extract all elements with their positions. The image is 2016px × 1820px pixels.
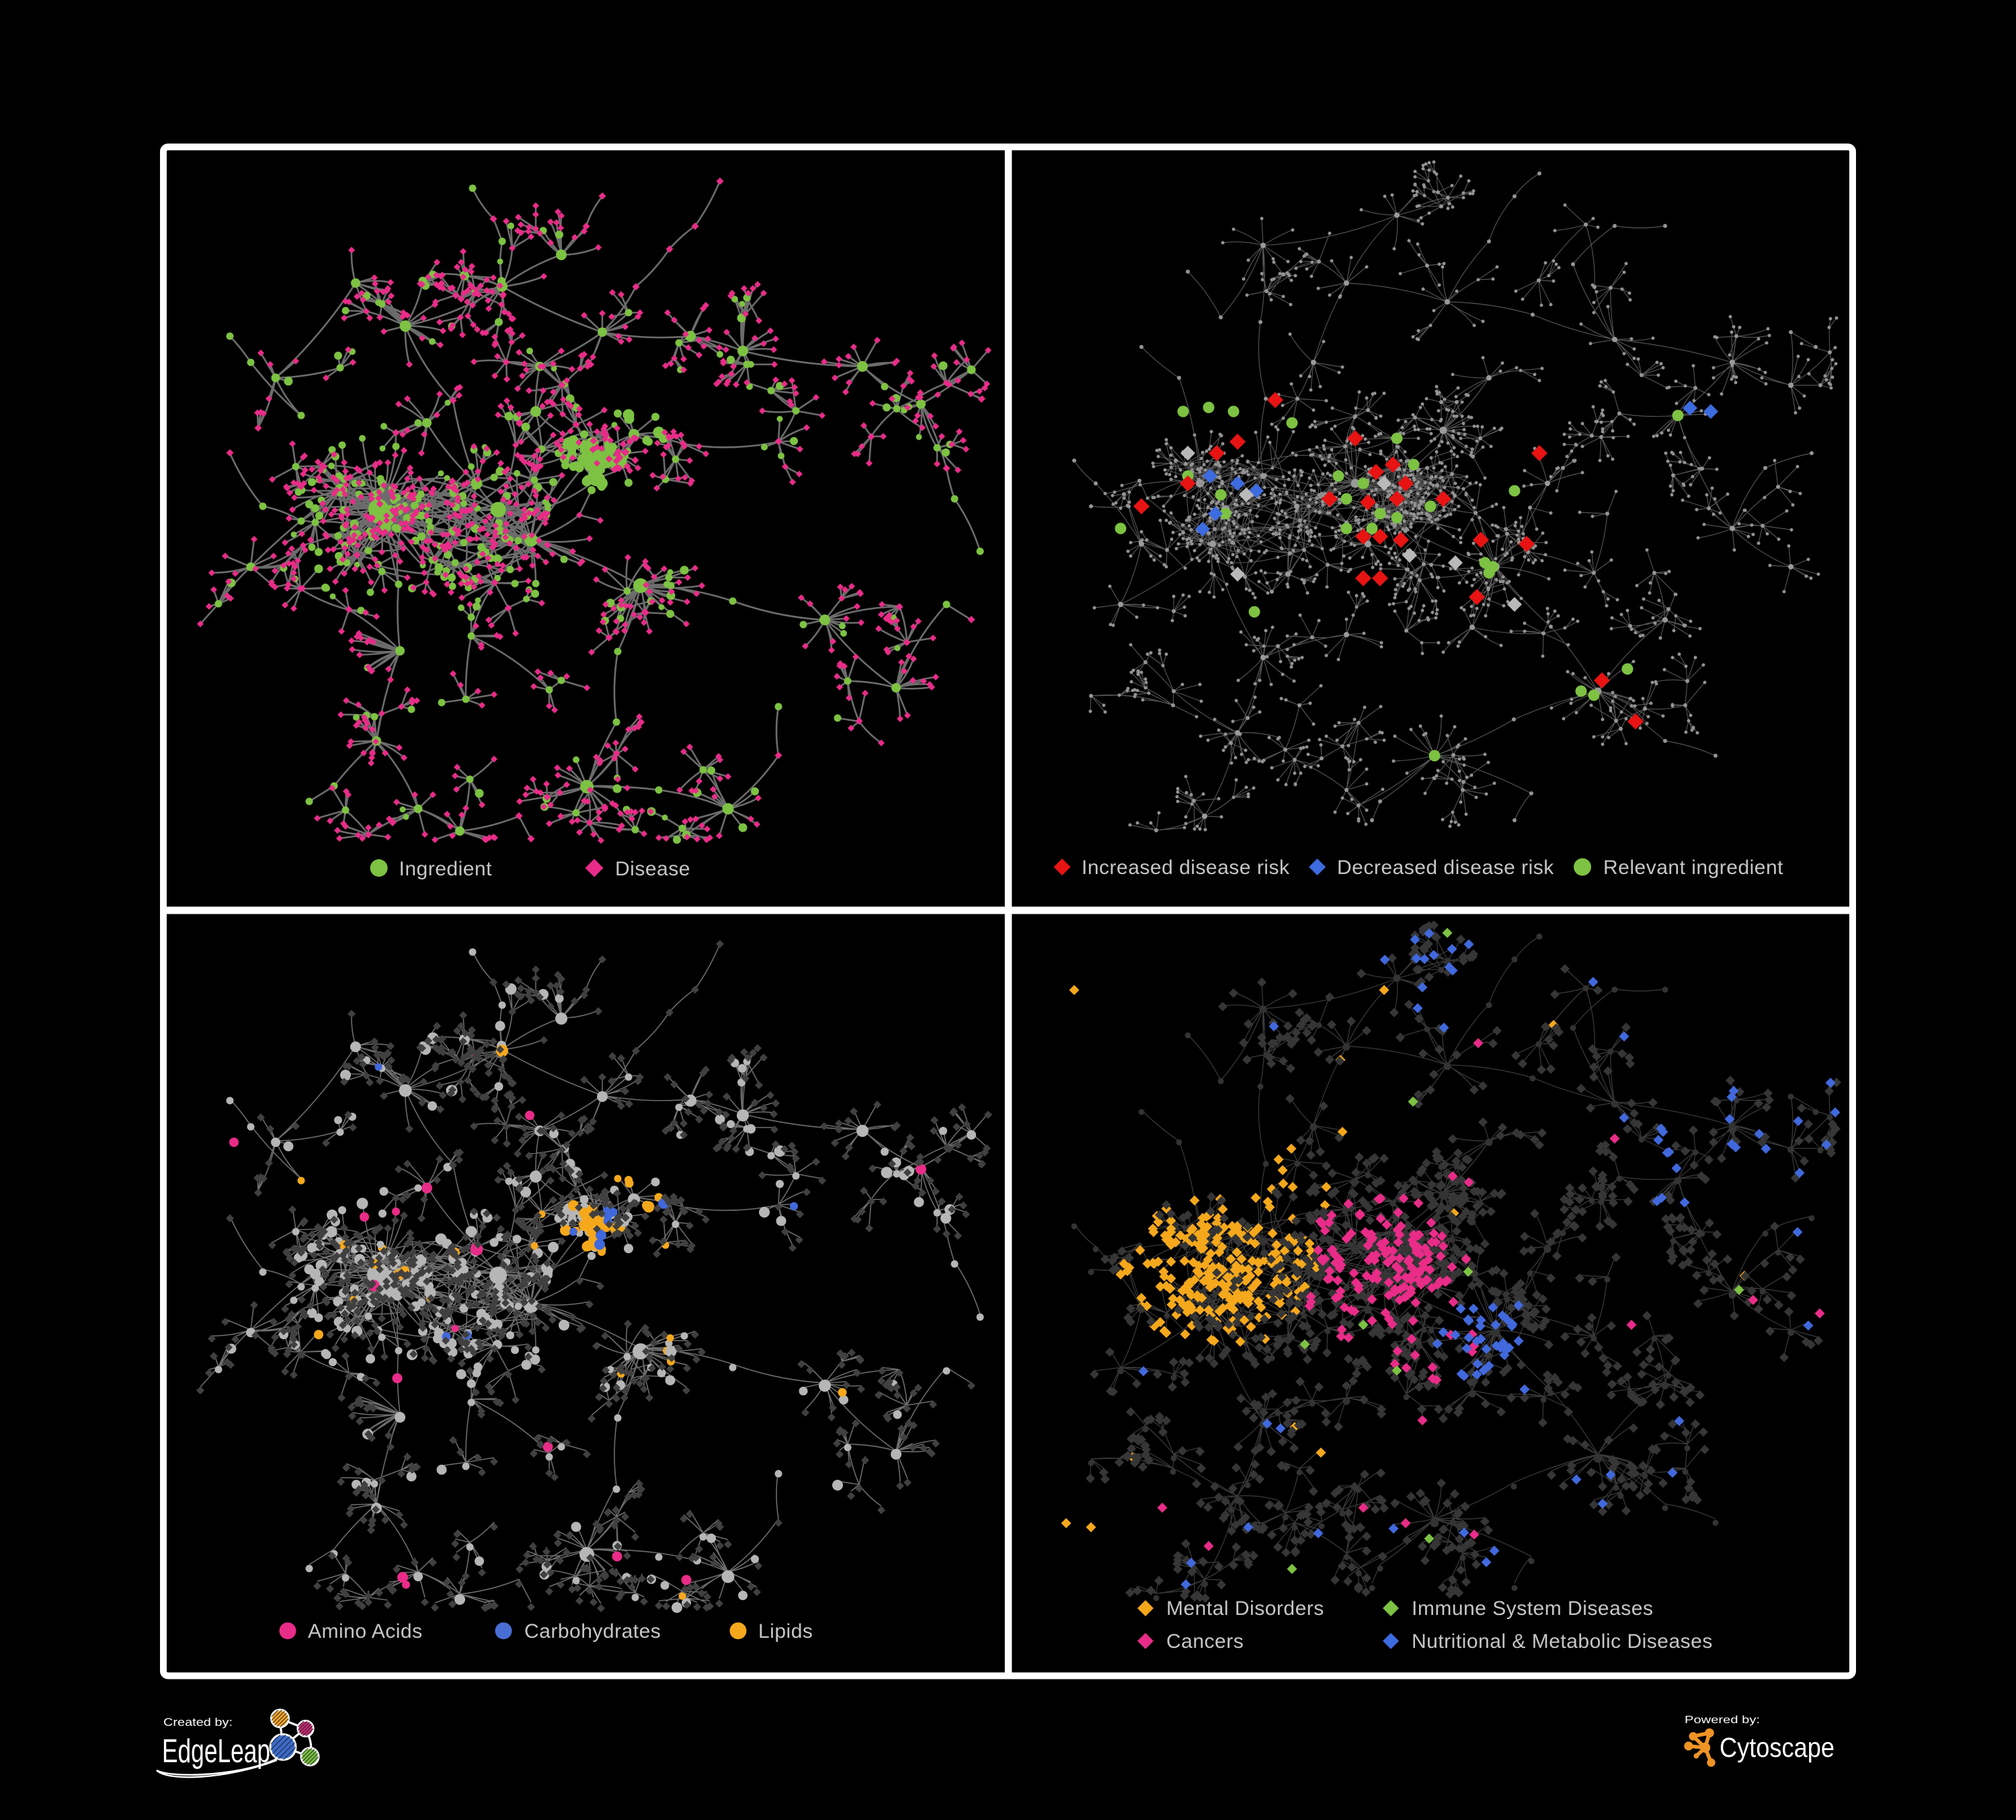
svg-text:Increased disease risk: Increased disease risk [1082,857,1290,879]
svg-text:Cytoscape: Cytoscape [1720,1732,1834,1763]
svg-text:Amino Acids: Amino Acids [308,1620,423,1643]
svg-text:Ingredient: Ingredient [399,858,493,880]
svg-text:Created by:: Created by: [163,1716,233,1729]
svg-text:Decreased disease risk: Decreased disease risk [1337,857,1554,879]
svg-text:Disease: Disease [615,858,690,880]
svg-text:Carbohydrates: Carbohydrates [524,1620,661,1643]
svg-text:Powered by:: Powered by: [1685,1714,1760,1726]
svg-text:Nutritional & Metabolic Diseas: Nutritional & Metabolic Diseases [1412,1630,1713,1653]
svg-text:Relevant ingredient: Relevant ingredient [1603,857,1783,879]
svg-text:Lipids: Lipids [758,1620,813,1643]
svg-text:Mental Disorders: Mental Disorders [1166,1597,1324,1620]
svg-text:Cancers: Cancers [1166,1630,1244,1653]
svg-text:EdgeLeap: EdgeLeap [162,1733,270,1770]
svg-text:Immune System Diseases: Immune System Diseases [1412,1597,1653,1620]
